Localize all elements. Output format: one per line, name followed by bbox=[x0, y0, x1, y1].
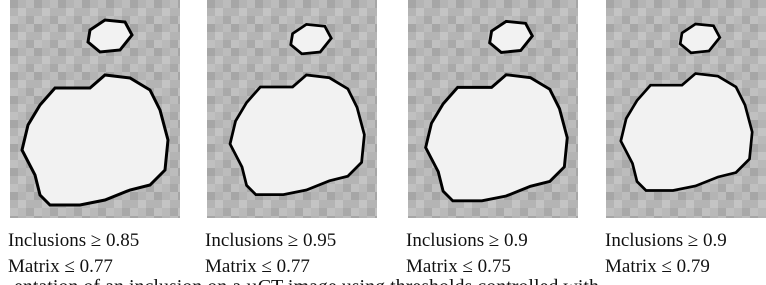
panel-image bbox=[408, 0, 578, 218]
figure-caption: entation of an inclusion on a µCT image … bbox=[14, 276, 599, 285]
caption: Matrix ≤ 0.77 bbox=[205, 256, 310, 278]
figure: Inclusions ≥ 0.85 Matrix ≤ 0.77 Inclusio… bbox=[0, 0, 766, 285]
panel-images bbox=[0, 0, 766, 222]
caption: Matrix ≤ 0.77 bbox=[8, 256, 113, 278]
panel-image bbox=[606, 0, 766, 218]
caption: Matrix ≤ 0.79 bbox=[605, 256, 710, 278]
caption: Inclusions ≥ 0.85 bbox=[8, 230, 139, 252]
caption: Inclusions ≥ 0.9 bbox=[605, 230, 727, 252]
panel-image bbox=[207, 0, 377, 218]
caption: Matrix ≤ 0.75 bbox=[406, 256, 511, 278]
caption: Inclusions ≥ 0.9 bbox=[406, 230, 528, 252]
panel-image bbox=[10, 0, 180, 218]
caption: Inclusions ≥ 0.95 bbox=[205, 230, 336, 252]
